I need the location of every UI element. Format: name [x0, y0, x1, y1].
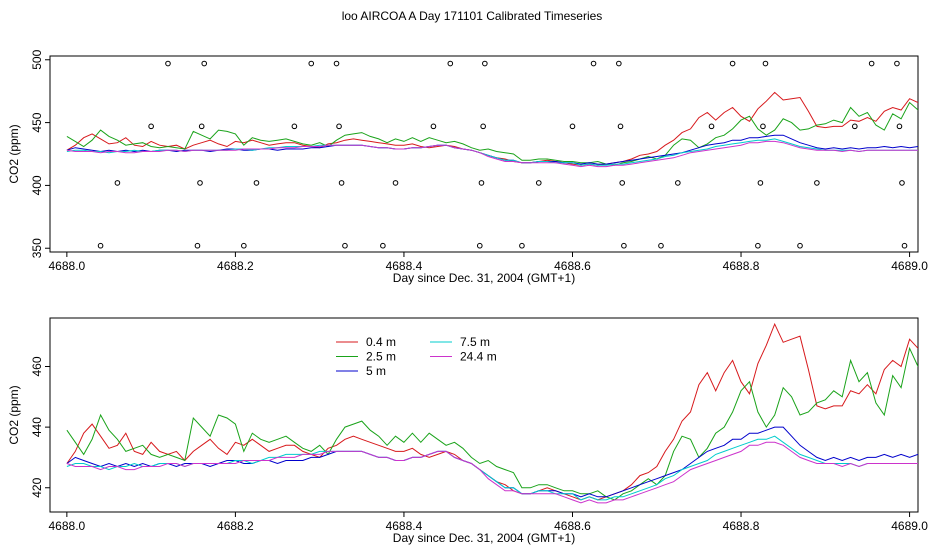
legend-label: 7.5 m: [460, 335, 490, 349]
top-status-point: [114, 180, 121, 186]
top-status-point: [617, 123, 624, 130]
top-status-point: [194, 242, 201, 249]
bottom-y-tick-label: 440: [30, 417, 44, 437]
top-status-point: [757, 180, 764, 186]
top-status-point: [342, 242, 348, 249]
bottom-series-2-5m: [66, 346, 918, 501]
top-status-point: [762, 60, 769, 67]
bottom-x-tick-label: 4688.2: [217, 519, 254, 533]
chart-title: loo AIRCOA A Day 171101 Calibrated Times…: [342, 9, 603, 23]
top-status-point: [165, 60, 171, 67]
bottom-series-7-5m: [66, 435, 918, 501]
top-status-point: [658, 242, 664, 249]
bottom-series-24-4m: [66, 441, 918, 504]
top-series-24-4m: [66, 140, 918, 168]
top-series-0-4m: [66, 91, 918, 166]
top-status-point: [197, 180, 203, 186]
top-x-tick-label: 4688.0: [49, 259, 86, 273]
top-status-point: [308, 60, 315, 67]
legend-label: 5 m: [366, 364, 386, 378]
top-status-point: [201, 60, 208, 67]
top-status-point: [899, 180, 905, 186]
bottom-series-5m: [66, 426, 918, 498]
top-y-tick-label: 350: [30, 238, 44, 258]
bottom-x-tick-label: 4688.6: [554, 519, 591, 533]
top-status-point: [392, 180, 399, 186]
bottom-y-tick-label: 420: [30, 477, 44, 497]
top-status-point: [675, 180, 681, 186]
top-series-5m: [66, 134, 918, 165]
top-status-point: [291, 123, 298, 130]
top-status-point: [476, 242, 483, 249]
top-x-tick-label: 4688.2: [217, 259, 254, 273]
legend-label: 0.4 m: [366, 335, 396, 349]
top-status-point: [901, 242, 908, 249]
top-x-tick-label: 4689.0: [891, 259, 928, 273]
bottom-x-axis-label: Day since Dec. 31, 2004 (GMT+1): [393, 531, 575, 545]
bottom-y-tick-label: 460: [30, 356, 44, 376]
top-status-point: [447, 60, 454, 67]
top-status-point: [338, 180, 345, 186]
top-status-point: [896, 123, 903, 130]
top-y-tick-label: 450: [30, 112, 44, 132]
top-status-point: [253, 180, 260, 186]
top-status-point: [148, 123, 154, 130]
top-status-point: [729, 60, 736, 67]
top-status-point: [519, 242, 525, 249]
bottom-x-tick-label: 4689.0: [891, 519, 928, 533]
bottom-y-axis-label: CO2 (ppm): [7, 385, 21, 444]
top-status-point: [755, 242, 761, 249]
top-status-point: [760, 123, 766, 130]
top-status-point: [430, 123, 437, 130]
top-y-tick-label: 500: [30, 49, 44, 69]
top-plot-frame: [49, 55, 919, 253]
top-status-point: [868, 60, 875, 67]
top-status-point: [241, 242, 247, 249]
bottom-x-tick-label: 4688.0: [49, 519, 86, 533]
top-x-tick-label: 4688.4: [386, 259, 423, 273]
top-status-point: [380, 242, 386, 249]
top-status-point: [478, 180, 485, 186]
legend-label: 2.5 m: [366, 350, 396, 364]
top-status-point: [621, 242, 627, 249]
top-status-point: [590, 60, 597, 67]
top-status-point: [616, 60, 622, 67]
top-x-axis-label: Day since Dec. 31, 2004 (GMT+1): [393, 271, 575, 285]
top-panel: 4688.0 4688.2 4688.4 4688.6 4688.8 4689.0 350 4…: [7, 49, 928, 285]
top-status-point: [97, 242, 104, 249]
top-status-point: [814, 180, 820, 186]
bottom-series-group: [66, 322, 918, 504]
top-y-axis-label: CO2 (ppm): [7, 124, 21, 183]
top-series-7-5m: [66, 138, 918, 166]
top-status-point: [535, 180, 542, 186]
top-status-point: [851, 123, 858, 130]
top-status-point: [333, 60, 340, 67]
legend-label: 24.4 m: [460, 350, 497, 364]
top-status-point: [336, 123, 342, 130]
top-series-2-5m: [66, 101, 918, 166]
top-status-point: [569, 123, 576, 130]
top-x-tick-label: 4688.8: [723, 259, 760, 273]
bottom-panel: 4688.0 4688.2 4688.4 4688.6 4688.8 4689.0 420 4…: [7, 317, 928, 545]
bottom-x-tick-label: 4688.8: [723, 519, 760, 533]
top-status-point: [480, 123, 486, 130]
top-status-point: [708, 123, 715, 130]
bottom-legend: 0.4 m2.5 m5 m 7.5 m24.4 m: [336, 335, 497, 378]
top-status-point: [894, 60, 900, 67]
top-series-group: [66, 91, 918, 168]
top-status-point: [198, 123, 205, 130]
top-status-point: [482, 60, 488, 67]
top-y-tick-label: 400: [30, 175, 44, 195]
top-x-tick-label: 4688.6: [554, 259, 591, 273]
top-status-point: [619, 180, 626, 186]
top-status-point: [797, 242, 803, 249]
bottom-plot-frame: [49, 317, 919, 513]
bottom-x-tick-label: 4688.4: [386, 519, 423, 533]
